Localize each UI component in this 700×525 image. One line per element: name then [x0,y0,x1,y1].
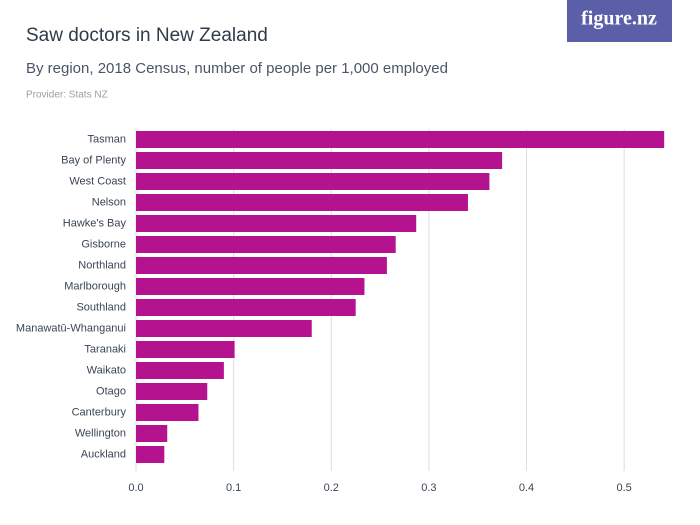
y-tick-label: Tasman [87,133,126,145]
bar [136,278,365,295]
y-tick-label: Southland [76,301,126,313]
y-tick-label: Waikato [87,364,126,376]
y-tick-label: Canterbury [72,406,127,418]
bar [136,383,208,400]
bar [136,299,356,316]
y-tick-label: Gisborne [81,238,126,250]
y-tick-label: Otago [96,385,126,397]
bar [136,131,665,148]
source: Provider: Stats NZ [26,90,108,101]
logo-box [567,0,672,42]
y-tick-label: Auckland [81,448,126,460]
bar [136,320,312,337]
bar [136,362,224,379]
y-tick-label: Hawke's Bay [63,217,127,229]
x-tick-label: 0.5 [617,482,632,494]
bar [136,341,235,358]
chart-subtitle: By region, 2018 Census, number of people… [26,60,448,77]
x-tick-label: 0.3 [421,482,436,494]
chart-title: Saw doctors in New Zealand [26,25,268,46]
bar [136,236,396,253]
bar [136,425,168,442]
x-tick-label: 0.2 [324,482,339,494]
y-tick-label: Wellington [75,427,126,439]
y-tick-label: Marlborough [64,280,126,292]
y-tick-label: Taranaki [84,343,126,355]
y-tick-label: Bay of Plenty [61,154,126,166]
logo: figure.nz [581,8,657,30]
bar [136,257,387,274]
y-tick-label: West Coast [69,175,126,187]
bar [136,446,165,463]
bar [136,173,490,190]
y-tick-label: Manawatū-Whanganui [16,322,126,334]
x-tick-label: 0.0 [128,482,143,494]
x-tick-label: 0.4 [519,482,534,494]
y-tick-label: Nelson [92,196,126,208]
bar [136,194,468,211]
y-tick-label: Northland [78,259,126,271]
bar [136,215,417,232]
bar [136,152,503,169]
x-tick-label: 0.1 [226,482,241,494]
bar [136,404,199,421]
